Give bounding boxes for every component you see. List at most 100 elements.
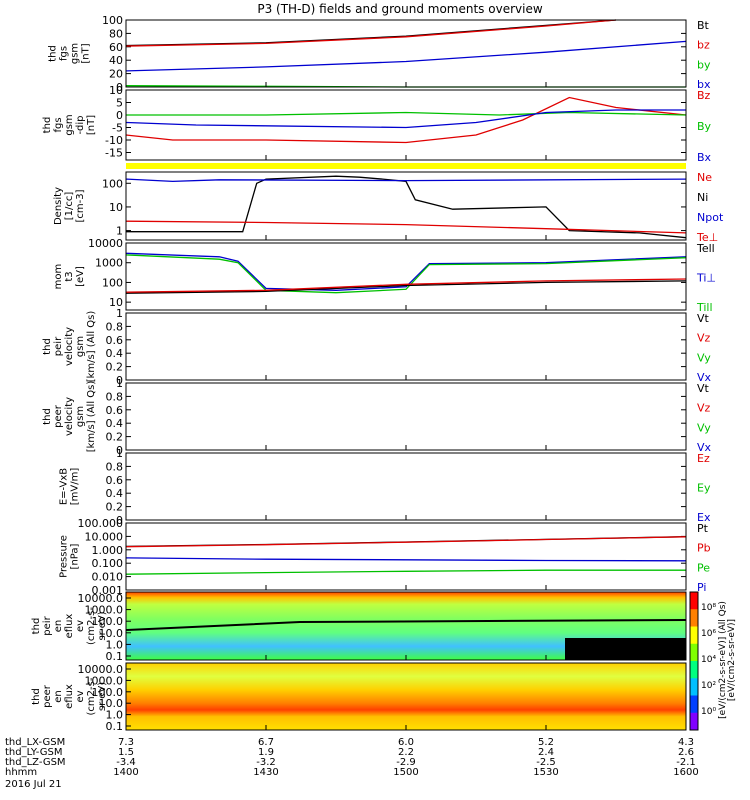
series-bz — [125, 19, 617, 47]
y-tick-label: 1000 — [95, 257, 123, 270]
y-axis-label: mom — [53, 264, 64, 290]
panel-frame — [125, 312, 687, 381]
y-axis-label: [nPa] — [70, 543, 81, 569]
x-tick-label: 5.2 — [538, 737, 554, 748]
y-axis-label: ev — [75, 620, 86, 632]
legend-Till: Till — [696, 301, 713, 314]
y-axis-label: peir — [42, 615, 53, 635]
series-Pe — [125, 569, 686, 575]
y-axis-label: thd — [42, 338, 53, 355]
colorbar-segment — [690, 695, 698, 714]
y-axis-label: [nT] — [81, 43, 92, 63]
y-tick-label: 10 — [109, 84, 123, 97]
legend-Vy: Vy — [697, 421, 711, 434]
legend-By: By — [697, 120, 712, 133]
legend-Vx: Vx — [697, 371, 712, 384]
y-axis-label: [mV/m] — [70, 468, 81, 506]
x-axis-labels: thd_LX-GSM 7.3 6.7 6.0 5.2 4.3 thd_LY-GSM 1.5 1.… — [5, 737, 699, 790]
y-tick-label: 100 — [102, 177, 123, 190]
y-axis-label: E=-VxB — [59, 468, 70, 505]
panel-frame — [125, 19, 687, 88]
series-Bt — [125, 19, 617, 47]
y-axis-label: peer — [42, 684, 53, 708]
x-tick-label: -3.2 — [256, 757, 276, 768]
series-Npot — [125, 178, 687, 183]
y-tick-label: 20 — [109, 68, 123, 81]
x-tick-label: 1600 — [673, 767, 698, 778]
y-axis-label: en — [53, 620, 64, 633]
y-axis-label: eflux — [64, 684, 75, 709]
legend-Ne: Ne — [697, 171, 712, 184]
y-tick-label: 0.2 — [106, 431, 124, 444]
y-tick-label: 0.2 — [106, 361, 124, 374]
legend-Bx: Bx — [697, 151, 712, 164]
y-axis-label: en — [53, 690, 64, 703]
y-tick-label: 0.4 — [106, 487, 124, 500]
spectrogram-peer_spec — [126, 663, 686, 730]
colorbar-tick: 10⁸ — [701, 603, 716, 613]
separator-bar — [126, 163, 686, 169]
y-tick-label: 0.8 — [106, 390, 124, 403]
colorbar-segment — [690, 609, 698, 627]
y-tick-label: 0 — [116, 81, 123, 94]
y-axis-label: [eV] — [75, 266, 86, 287]
colorbar-tick: 10⁶ — [701, 629, 716, 639]
series-Ti⊥ — [125, 252, 687, 291]
y-axis-label: thd — [31, 618, 42, 635]
plot-title: P3 (TH-D) fields and ground moments over… — [257, 2, 542, 16]
y-tick-label: 100.0 — [92, 686, 124, 699]
colorbar-tick: 10⁴ — [701, 655, 716, 665]
series-Till — [125, 254, 687, 294]
x-tick-label: 1400 — [113, 767, 138, 778]
x-tick-label: 1.9 — [258, 747, 274, 758]
y-axis-label: thd — [31, 688, 42, 705]
y-tick-label: 0.6 — [106, 404, 124, 417]
legend-Bt: Bt — [697, 19, 710, 32]
x-tick-label: 6.0 — [398, 737, 414, 748]
legend-Ni: Ni — [697, 191, 708, 204]
x-tick-label: 1530 — [533, 767, 558, 778]
series-Ni — [126, 175, 687, 239]
y-tick-label: 0 — [116, 444, 123, 457]
y-tick-label: 10.0 — [99, 697, 124, 710]
y-tick-label: 0.8 — [106, 320, 124, 333]
legend-Tell: Tell — [696, 242, 715, 255]
legend-Vt: Vt — [697, 312, 710, 325]
x-tick-label: 2.4 — [538, 747, 554, 758]
y-axis-label: thd — [42, 117, 53, 134]
spectrogram-gap — [565, 638, 686, 660]
y-tick-label: -10 — [105, 134, 123, 147]
x-tick-label: 7.3 — [118, 737, 134, 748]
x-tick-label: 4.3 — [678, 737, 694, 748]
series-by — [125, 40, 687, 72]
legend-bz: bz — [697, 39, 710, 52]
legend-Npot: Npot — [697, 211, 724, 224]
colorbar-tick: 10⁰ — [701, 707, 716, 717]
y-tick-label: 1 — [116, 377, 123, 390]
y-axis-label: gsm — [64, 114, 75, 135]
x-tick-label: 1.5 — [118, 747, 134, 758]
colorbar-segment — [690, 712, 698, 731]
y-tick-label: 0.1 — [106, 650, 124, 663]
y-tick-label: 1000.0 — [85, 604, 124, 617]
y-tick-label: 10.000 — [85, 530, 124, 543]
legend-Ez: Ez — [697, 452, 710, 465]
y-tick-label: 80 — [109, 27, 123, 40]
y-tick-label: 10 — [109, 201, 123, 214]
y-tick-label: 0.001 — [92, 584, 124, 597]
x-row-label: thd_LZ-GSM — [5, 757, 66, 768]
series-Ne — [125, 220, 687, 234]
y-tick-label: -15 — [105, 147, 123, 160]
y-axis-label: sr-eV) — [97, 611, 108, 640]
panel-frame — [125, 382, 687, 451]
y-tick-label: 100.0 — [92, 615, 124, 628]
y-tick-label: 0 — [116, 109, 123, 122]
legend-Vz: Vz — [697, 332, 711, 345]
y-tick-label: 1000.0 — [85, 674, 124, 687]
legend-Pe: Pe — [697, 561, 710, 574]
y-tick-label: 10.0 — [99, 627, 124, 640]
